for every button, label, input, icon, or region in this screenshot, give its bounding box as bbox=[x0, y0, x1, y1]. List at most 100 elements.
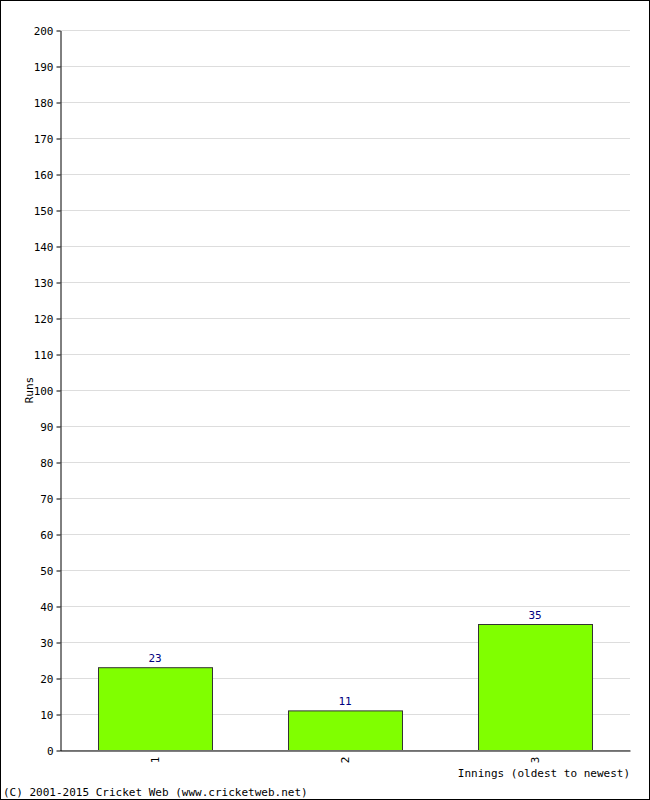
grid-line bbox=[60, 174, 630, 175]
grid-line bbox=[60, 750, 630, 751]
y-tick: 100 bbox=[34, 385, 61, 398]
y-tick: 40 bbox=[40, 601, 60, 614]
x-tick-label: 3 bbox=[529, 757, 542, 764]
grid-line bbox=[60, 138, 630, 139]
y-tick: 30 bbox=[40, 637, 60, 650]
x-tick: 1 bbox=[149, 751, 162, 764]
y-tick-label: 70 bbox=[40, 493, 53, 506]
grid-line bbox=[60, 390, 630, 391]
grid-line bbox=[60, 210, 630, 211]
y-axis-line bbox=[61, 31, 62, 751]
grid-line bbox=[60, 534, 630, 535]
y-tick: 160 bbox=[34, 169, 61, 182]
x-axis-line bbox=[61, 751, 631, 752]
y-tick: 110 bbox=[34, 349, 61, 362]
bar bbox=[99, 668, 213, 750]
annotation: (C) 2001-2015 Cricket Web (www.cricketwe… bbox=[3, 786, 308, 799]
grid-line bbox=[60, 570, 630, 571]
y-tick-label: 160 bbox=[34, 169, 54, 182]
y-tick-mark bbox=[57, 751, 61, 752]
grid-line bbox=[60, 354, 630, 355]
y-tick-mark bbox=[57, 247, 61, 248]
y-tick-mark bbox=[57, 31, 61, 32]
y-tick-mark bbox=[57, 283, 61, 284]
y-tick-mark bbox=[57, 391, 61, 392]
y-tick-mark bbox=[57, 607, 61, 608]
y-tick-label: 190 bbox=[34, 61, 54, 74]
y-tick-label: 60 bbox=[40, 529, 53, 542]
y-tick: 50 bbox=[40, 565, 60, 578]
y-tick-label: 110 bbox=[34, 349, 54, 362]
y-tick-mark bbox=[57, 535, 61, 536]
y-tick: 130 bbox=[34, 277, 61, 290]
y-tick-label: 10 bbox=[40, 709, 53, 722]
y-tick-mark bbox=[57, 139, 61, 140]
x-tick-label: 2 bbox=[339, 757, 352, 764]
y-tick: 150 bbox=[34, 205, 61, 218]
grid-line bbox=[60, 318, 630, 319]
grid-line bbox=[60, 606, 630, 607]
grid-line bbox=[60, 30, 630, 31]
grid-line bbox=[60, 498, 630, 499]
y-tick: 80 bbox=[40, 457, 60, 470]
y-tick-label: 80 bbox=[40, 457, 53, 470]
x-tick: 2 bbox=[339, 751, 352, 764]
y-axis: 0 10 20 30 40 50 60 70 80 90 100 110 120 130 140 150 160… bbox=[34, 25, 61, 758]
y-tick: 70 bbox=[40, 493, 60, 506]
grid bbox=[60, 31, 630, 751]
data-labels: 23 11 35 bbox=[148, 609, 541, 708]
y-tick-label: 90 bbox=[40, 421, 53, 434]
y-tick-mark bbox=[57, 643, 61, 644]
y-tick-label: 140 bbox=[34, 241, 54, 254]
x-tick-label: 1 bbox=[149, 757, 162, 764]
y-tick: 140 bbox=[34, 241, 61, 254]
grid-line bbox=[60, 282, 630, 283]
grid-line bbox=[60, 426, 630, 427]
y-tick-label: 180 bbox=[34, 97, 54, 110]
y-tick-label: 120 bbox=[34, 313, 54, 326]
y-tick: 0 bbox=[47, 745, 61, 758]
data-label: 11 bbox=[338, 695, 351, 708]
y-tick-mark bbox=[57, 211, 61, 212]
y-tick-mark bbox=[57, 679, 61, 680]
y-tick-mark bbox=[57, 319, 61, 320]
y-tick: 120 bbox=[34, 313, 61, 326]
grid-line bbox=[60, 246, 630, 247]
bar bbox=[479, 625, 593, 751]
y-tick: 190 bbox=[34, 61, 61, 74]
bars bbox=[99, 625, 593, 751]
y-tick-label: 40 bbox=[40, 601, 53, 614]
y-tick-mark bbox=[57, 175, 61, 176]
y-tick-mark bbox=[57, 463, 61, 464]
y-tick-mark bbox=[57, 103, 61, 104]
data-label: 23 bbox=[148, 652, 161, 665]
y-axis-title: Runs bbox=[23, 377, 36, 404]
y-tick: 180 bbox=[34, 97, 61, 110]
x-axis-title: Innings (oldest to newest) bbox=[458, 767, 630, 780]
y-tick-mark bbox=[57, 67, 61, 68]
grid-line bbox=[60, 462, 630, 463]
y-tick: 60 bbox=[40, 529, 60, 542]
y-tick-label: 100 bbox=[34, 385, 54, 398]
y-tick-label: 20 bbox=[40, 673, 53, 686]
y-tick-label: 30 bbox=[40, 637, 53, 650]
chart: 2311350102030405060708090100110120130140… bbox=[0, 0, 650, 800]
y-tick-label: 200 bbox=[34, 25, 54, 38]
grid-line bbox=[60, 66, 630, 67]
y-tick-mark bbox=[57, 571, 61, 572]
bar bbox=[289, 711, 403, 750]
y-tick-label: 130 bbox=[34, 277, 54, 290]
frame bbox=[1, 1, 650, 800]
y-tick-mark bbox=[57, 499, 61, 500]
x-tick: 3 bbox=[529, 751, 542, 764]
y-tick: 170 bbox=[34, 133, 61, 146]
y-tick: 200 bbox=[34, 25, 61, 38]
y-tick-label: 150 bbox=[34, 205, 54, 218]
y-tick: 20 bbox=[40, 673, 60, 686]
y-tick-mark bbox=[57, 427, 61, 428]
y-tick: 10 bbox=[40, 709, 60, 722]
y-tick-label: 170 bbox=[34, 133, 54, 146]
data-label: 35 bbox=[528, 609, 541, 622]
y-tick: 90 bbox=[40, 421, 60, 434]
y-tick-label: 50 bbox=[40, 565, 53, 578]
